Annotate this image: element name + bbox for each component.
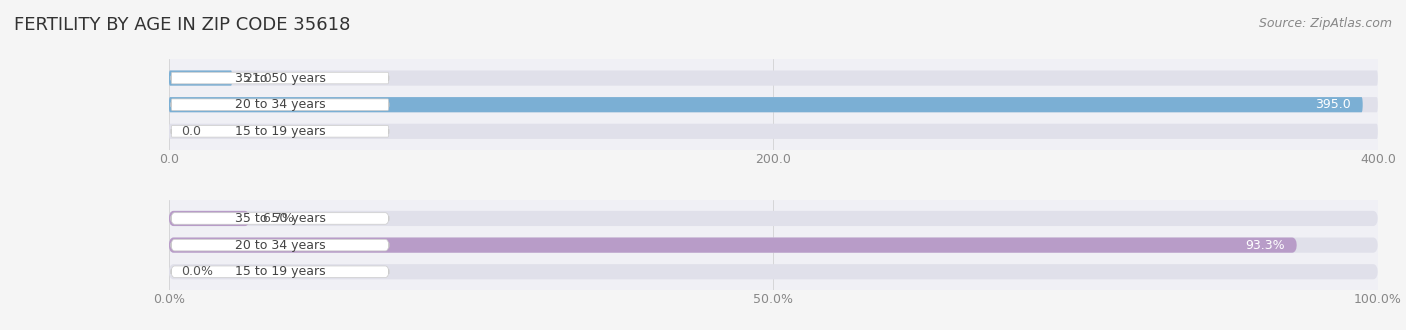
- Text: FERTILITY BY AGE IN ZIP CODE 35618: FERTILITY BY AGE IN ZIP CODE 35618: [14, 16, 350, 35]
- FancyBboxPatch shape: [169, 124, 1378, 139]
- FancyBboxPatch shape: [172, 99, 389, 111]
- FancyBboxPatch shape: [172, 266, 389, 278]
- FancyBboxPatch shape: [169, 71, 232, 86]
- Text: 0.0: 0.0: [181, 125, 201, 138]
- Text: 6.7%: 6.7%: [262, 212, 294, 225]
- Text: 20 to 34 years: 20 to 34 years: [235, 239, 325, 251]
- FancyBboxPatch shape: [172, 126, 389, 137]
- Text: Source: ZipAtlas.com: Source: ZipAtlas.com: [1258, 16, 1392, 29]
- FancyBboxPatch shape: [169, 97, 1378, 112]
- Text: 15 to 19 years: 15 to 19 years: [235, 125, 325, 138]
- Text: 395.0: 395.0: [1315, 98, 1351, 111]
- Text: 20 to 34 years: 20 to 34 years: [235, 98, 325, 111]
- FancyBboxPatch shape: [169, 211, 250, 226]
- FancyBboxPatch shape: [169, 238, 1296, 253]
- FancyBboxPatch shape: [172, 213, 389, 224]
- Text: 93.3%: 93.3%: [1246, 239, 1285, 251]
- FancyBboxPatch shape: [172, 72, 389, 84]
- FancyBboxPatch shape: [169, 238, 1378, 253]
- FancyBboxPatch shape: [169, 211, 1378, 226]
- Text: 15 to 19 years: 15 to 19 years: [235, 265, 325, 278]
- FancyBboxPatch shape: [169, 71, 1378, 86]
- FancyBboxPatch shape: [169, 97, 1362, 112]
- FancyBboxPatch shape: [172, 239, 389, 251]
- Text: 0.0%: 0.0%: [181, 265, 212, 278]
- Text: 35 to 50 years: 35 to 50 years: [235, 212, 325, 225]
- Text: 35 to 50 years: 35 to 50 years: [235, 72, 325, 84]
- FancyBboxPatch shape: [169, 264, 1378, 279]
- Text: 21.0: 21.0: [245, 72, 271, 84]
